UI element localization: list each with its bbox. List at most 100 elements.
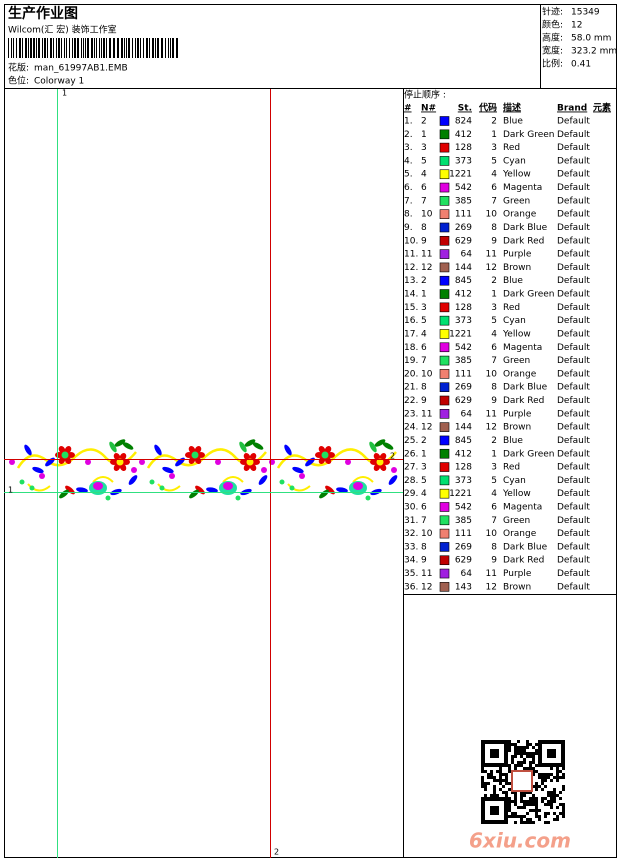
bar-stripe <box>50 38 52 58</box>
qr-cell <box>526 746 529 749</box>
swatch <box>439 369 450 379</box>
frame <box>4 4 617 858</box>
row-index: 26. <box>404 449 418 459</box>
leaf <box>252 442 264 450</box>
row-index: 4. <box>404 156 413 166</box>
swatch <box>439 169 450 180</box>
qr-cell <box>508 806 511 809</box>
code: 8 <box>491 223 497 233</box>
bar-stripe <box>13 38 14 58</box>
needle: 10 <box>421 369 433 379</box>
petal <box>119 463 127 471</box>
stat-value: 58.0 mm <box>571 34 611 44</box>
needle: 11 <box>421 569 432 579</box>
swatch <box>439 182 450 193</box>
bar-stripe <box>44 38 46 58</box>
petal <box>243 453 251 461</box>
qr-cell <box>526 791 529 794</box>
brand: Default <box>557 236 590 246</box>
bar-stripe <box>53 38 54 58</box>
qr-cell <box>508 809 511 812</box>
bar-stripe <box>168 38 169 58</box>
bar-stripe <box>81 38 82 58</box>
stitches: 412 <box>455 290 472 300</box>
stitches: 144 <box>455 263 472 273</box>
qr-cell <box>514 749 517 752</box>
description: Purple <box>503 250 532 260</box>
flower-center <box>61 451 69 459</box>
qr-cell <box>520 815 523 818</box>
bar-stripe <box>42 38 43 58</box>
qr-cell <box>481 779 484 782</box>
brand: Default <box>557 582 590 592</box>
qr-cell <box>535 806 538 809</box>
swatch <box>439 395 450 406</box>
qr-cell <box>526 800 529 803</box>
bar-stripe <box>77 38 79 58</box>
brand: Default <box>557 542 590 552</box>
design: man_61997AB1.EMB <box>34 64 128 74</box>
qr-cell <box>508 740 511 743</box>
qr-cell <box>511 743 514 746</box>
description: Yellow <box>502 170 531 180</box>
bar-stripe <box>8 38 9 58</box>
needle: 4 <box>421 329 427 339</box>
qr-cell <box>520 791 523 794</box>
stitches: 373 <box>455 156 472 166</box>
brand: Default <box>557 476 590 486</box>
brand: Default <box>557 276 590 286</box>
qr-cell <box>553 791 556 794</box>
qr-cell <box>490 794 493 797</box>
row-index: 1. <box>404 117 413 127</box>
needle: 4 <box>421 170 427 180</box>
petal <box>373 453 381 461</box>
qr-logo <box>511 770 533 792</box>
leaf <box>382 442 394 450</box>
qr-cell <box>538 773 541 776</box>
bar-stripe <box>135 38 136 58</box>
guide-label: 1 <box>8 486 13 495</box>
qr-cell <box>535 812 538 815</box>
petal <box>249 453 257 461</box>
bar-stripe <box>69 38 70 58</box>
qr-cell <box>526 803 529 806</box>
qr-cell <box>517 752 520 755</box>
qr-finder <box>481 797 508 824</box>
qr-cell <box>481 770 484 773</box>
qr-cell <box>511 812 514 815</box>
needle: 8 <box>421 383 427 393</box>
needle: 11 <box>421 409 432 419</box>
qr-cell <box>496 779 499 782</box>
brand: Default <box>557 183 590 193</box>
bar-stripe <box>22 38 23 58</box>
dot <box>131 467 137 473</box>
needle: 10 <box>421 210 433 220</box>
qr-cell <box>514 755 517 758</box>
row-index: 25. <box>404 436 418 446</box>
swatch <box>439 582 450 592</box>
qr-cell <box>508 746 511 749</box>
qr-cell <box>487 782 490 785</box>
title: 生产作业图 <box>8 5 78 22</box>
needle: 4 <box>421 489 427 499</box>
stitches: 128 <box>455 143 472 153</box>
brand: Default <box>557 489 590 499</box>
bar-stripe <box>128 38 130 58</box>
qr-cell <box>499 776 502 779</box>
swatch <box>439 435 450 446</box>
stat-value: 0.41 <box>571 60 591 70</box>
needle: 5 <box>421 476 427 486</box>
stitches: 64 <box>461 250 473 260</box>
guide-label: 2 <box>274 848 279 857</box>
bar-stripe <box>94 38 95 58</box>
bar-stripe <box>126 38 127 58</box>
qr-cell <box>499 779 502 782</box>
bar-stripe <box>176 38 178 58</box>
qr-cell <box>550 773 553 776</box>
dot <box>39 473 45 479</box>
bar-stripe <box>137 38 139 58</box>
qr-cell <box>544 815 547 818</box>
leaf <box>109 441 117 453</box>
qr-cell <box>550 794 553 797</box>
description: Yellow <box>502 489 531 499</box>
